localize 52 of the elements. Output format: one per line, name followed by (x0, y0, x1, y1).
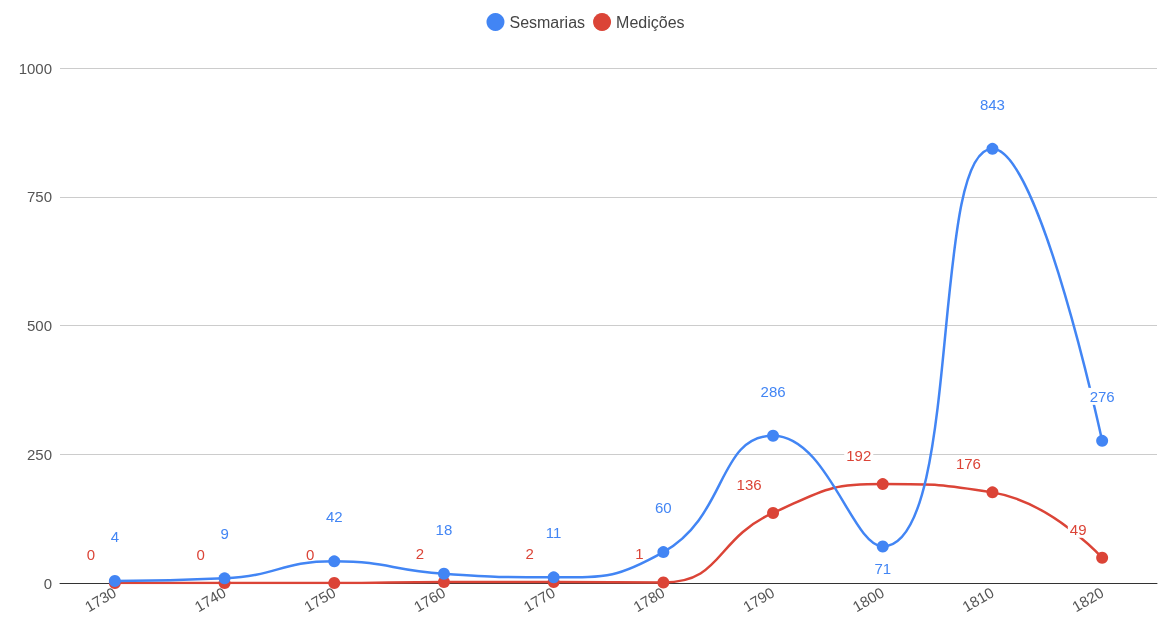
point (767, 429, 780, 442)
data-label: 2 (525, 544, 534, 562)
point (767, 506, 780, 519)
data-label: 0 (196, 546, 205, 563)
data-label: 0 (306, 546, 315, 563)
point (986, 142, 999, 155)
data-label: 1 (635, 545, 644, 563)
data-label: 2 (415, 544, 425, 562)
data-label: 18 (435, 520, 453, 538)
legend-label: Medições (616, 13, 685, 31)
x-tick-label: 1810 (959, 583, 997, 616)
y-tick-label: 250 (26, 445, 52, 463)
data-label: 42 (325, 508, 343, 526)
data-label: 0 (86, 546, 96, 563)
y-tick-label: 750 (26, 188, 52, 206)
data-label: 843 (979, 95, 1005, 113)
data-label: 11 (545, 524, 562, 542)
x-tick-label: 1800 (849, 583, 887, 616)
point (437, 567, 450, 580)
data-label: 136 (736, 475, 762, 493)
point (328, 555, 341, 568)
x-tick-label: 1820 (1069, 583, 1107, 616)
point (986, 486, 999, 499)
data-label: 176 (955, 455, 981, 473)
data-label: 60 (655, 499, 672, 517)
point (218, 572, 231, 585)
x-tick-label: 1750 (301, 583, 339, 616)
x-tick-label: 1740 (191, 583, 229, 616)
x-tick-label: 1770 (520, 583, 558, 616)
point (657, 576, 670, 589)
data-label: 192 (846, 447, 872, 465)
point (657, 546, 670, 559)
y-tick-label: 0 (43, 574, 52, 592)
x-tick-label: 1730 (81, 583, 120, 616)
y-tick-label: 1000 (18, 59, 52, 77)
y-tick-label: 500 (26, 317, 52, 334)
x-tick-label: 1780 (630, 583, 668, 616)
data-label: 9 (220, 525, 229, 543)
data-label: 49 (1069, 520, 1087, 538)
point (1096, 434, 1109, 447)
x-tick-label: 1790 (739, 583, 778, 616)
data-label: 286 (760, 382, 786, 400)
point (876, 540, 889, 553)
x-tick-label: 1760 (410, 583, 449, 616)
data-label: 71 (874, 560, 892, 578)
data-label: 276 (1089, 387, 1115, 405)
data-label: 4 (110, 527, 120, 545)
point (328, 577, 341, 589)
point (876, 478, 889, 491)
point (1096, 551, 1109, 564)
legend-label: Sesmarias (509, 13, 586, 31)
point (547, 571, 560, 584)
